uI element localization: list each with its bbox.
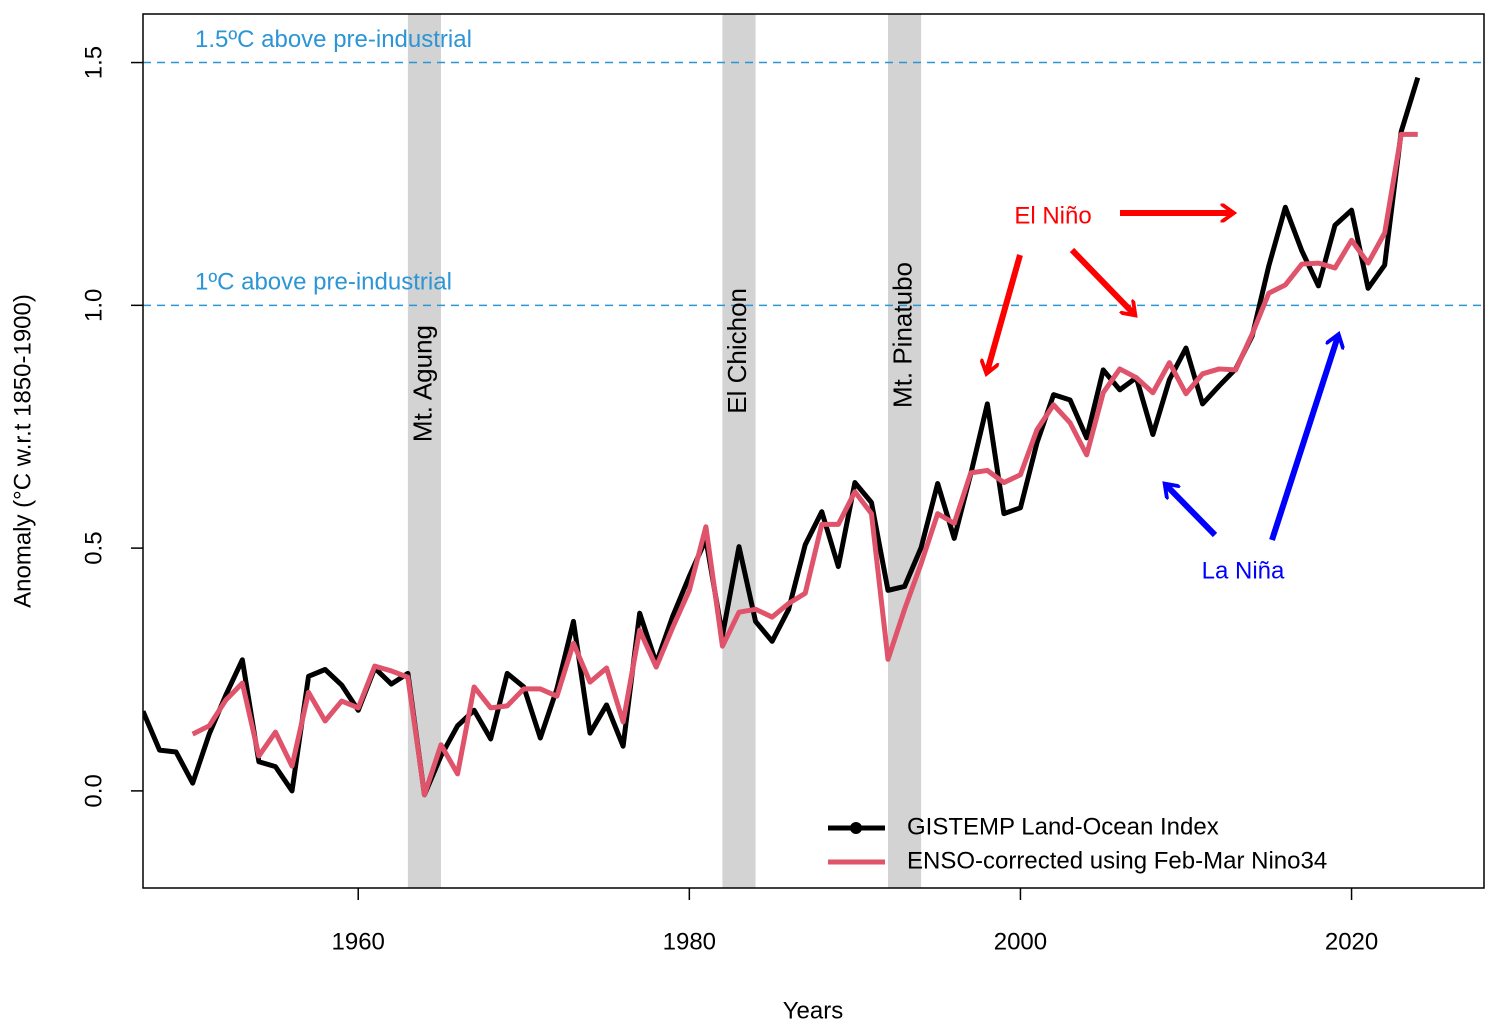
x-tick-label: 2000 [994, 928, 1047, 955]
y-axis-label: Anomaly (°C w.r.t 1850-1900) [9, 294, 36, 608]
volcano-label: El Chichon [722, 288, 752, 414]
legend-label: ENSO-corrected using Feb-Mar Nino34 [907, 847, 1327, 874]
x-tick-label: 1980 [663, 928, 716, 955]
x-tick-label: 1960 [332, 928, 385, 955]
y-tick-label: 1.5 [80, 46, 107, 79]
volcano-band [722, 14, 756, 888]
plot-frame [142, 13, 1485, 889]
annotation: El Niño [1014, 202, 1091, 229]
legend-label: GISTEMP Land-Ocean Index [907, 813, 1219, 840]
volcano-label: Mt. Pinatubo [887, 262, 917, 408]
x-axis-label: Years [783, 997, 844, 1024]
el-nino-arrows [987, 213, 1232, 372]
annotation: La Niña [1202, 557, 1285, 584]
x-tick-label: 2020 [1325, 928, 1378, 955]
volcano-band [407, 14, 441, 888]
y-tick-label: 0.0 [80, 774, 107, 807]
volcano-band [888, 14, 922, 888]
legend-marker [850, 822, 862, 834]
reference-label: 1ºC above pre-industrial [195, 269, 452, 296]
y-tick-label: 1.0 [80, 289, 107, 322]
series-line [143, 76, 1421, 798]
volcano-label: Mt. Agung [407, 325, 437, 442]
y-tick-label: 0.5 [80, 531, 107, 564]
series-line [191, 131, 1418, 798]
reference-label: 1.5ºC above pre-industrial [195, 26, 472, 53]
la-nina-arrows [1166, 336, 1338, 541]
